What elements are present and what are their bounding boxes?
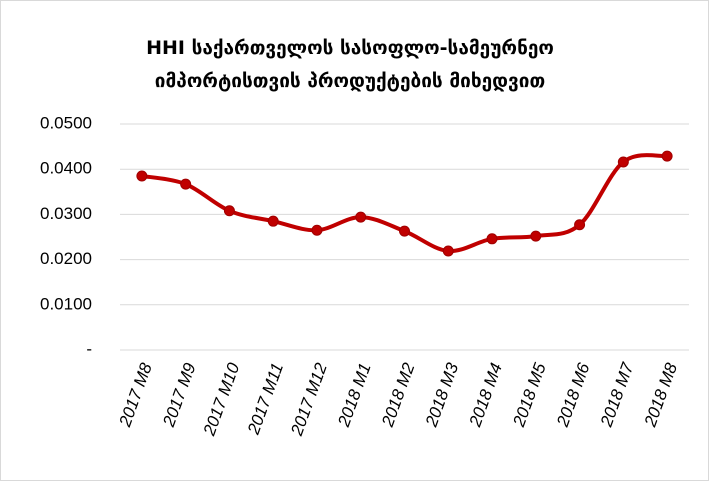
chart-title: HHI საქართველოს სასოფლო-სამეურნეო იმპორტ… (146, 37, 554, 92)
x-tick-label: 2018 M4 (465, 360, 506, 430)
y-tick-label: 0.0300 (40, 204, 92, 223)
data-point (486, 233, 498, 245)
data-point (399, 225, 410, 237)
x-tick-label: 2018 M7 (596, 360, 637, 430)
x-tick-label: 2017 M11 (244, 360, 288, 437)
data-point (311, 224, 323, 236)
y-tick-label: 0.0500 (40, 113, 92, 132)
y-tick-label: 0.0200 (40, 249, 92, 268)
x-tick-label: 2018 M2 (378, 360, 419, 430)
data-point (617, 156, 629, 168)
data-point (355, 211, 367, 223)
x-tick-label: 2018 M8 (640, 360, 681, 430)
data-point (136, 170, 148, 182)
x-tick-label: 2017 M8 (115, 360, 156, 430)
data-point (267, 215, 279, 227)
x-tick-label: 2018 M5 (509, 360, 550, 430)
data-point (530, 230, 542, 242)
data-point (661, 150, 673, 162)
data-point (574, 219, 586, 231)
x-tick-label: 2017 M12 (287, 360, 331, 439)
x-tick-label: 2018 M1 (334, 360, 375, 430)
data-point (223, 205, 235, 217)
y-tick-label: 0.0100 (40, 294, 92, 313)
x-tick-label: 2018 M3 (421, 360, 462, 430)
x-tick-label: 2018 M6 (553, 360, 594, 430)
y-tick-label: 0.0400 (40, 159, 92, 178)
data-point (442, 245, 454, 257)
data-point (180, 178, 192, 190)
x-tick-label: 2017 M10 (199, 360, 243, 439)
y-tick-label: - (86, 339, 92, 358)
x-tick-label: 2017 M9 (159, 360, 200, 430)
